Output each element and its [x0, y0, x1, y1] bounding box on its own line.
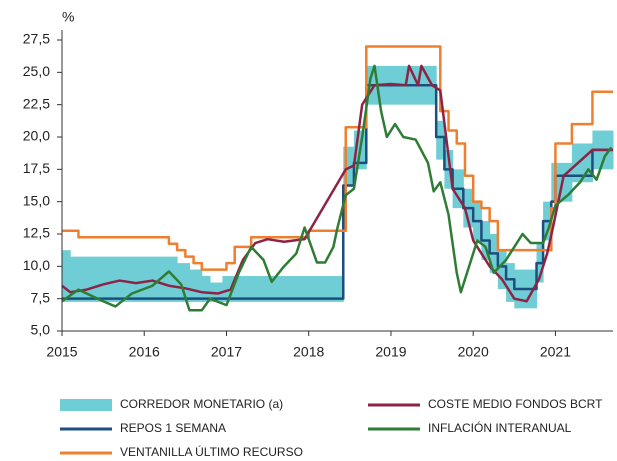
y-unit-label: % [62, 9, 74, 25]
y-tick-label: 10,0 [23, 257, 50, 273]
y-tick-label: 5,0 [31, 322, 51, 338]
x-tick-label: 2020 [458, 344, 489, 360]
legend-label: INFLACIÓN INTERANUAL [428, 420, 572, 435]
x-tick-label: 2018 [293, 344, 324, 360]
corridor-band [189, 269, 203, 302]
y-tick-label: 25,0 [23, 63, 50, 79]
x-tick-label: 2015 [46, 344, 77, 360]
y-tick-label: 27,5 [23, 31, 50, 47]
corridor-band [343, 146, 355, 186]
series-line [62, 45, 613, 271]
corridor-band [201, 276, 211, 302]
series-line [61, 64, 613, 312]
legend-label: COSTE MEDIO FONDOS BCRT [428, 397, 603, 411]
y-tick-label: 12,5 [23, 225, 50, 241]
corridor-band [436, 120, 445, 160]
corridor-band [497, 250, 507, 289]
legend-label: REPOS 1 SEMANA [120, 421, 226, 435]
corridor-band [506, 263, 515, 302]
legend-swatch [60, 399, 112, 411]
x-tick-label: 2021 [540, 344, 571, 360]
x-tick-label: 2017 [211, 344, 242, 360]
y-tick-label: 15,0 [23, 192, 50, 208]
y-tick-label: 20,0 [23, 128, 50, 144]
corridor-band [62, 250, 71, 302]
corridor-band [177, 263, 190, 302]
y-tick-label: 17,5 [23, 160, 50, 176]
series-line [61, 64, 613, 303]
x-tick-label: 2016 [129, 344, 160, 360]
y-tick-label: 22,5 [23, 95, 50, 111]
x-tick-label: 2019 [375, 344, 406, 360]
legend-label: VENTANILLA ÚLTIMO RECURSO [120, 444, 303, 459]
legend-label: CORREDOR MONETARIO (a) [120, 397, 283, 411]
y-tick-label: 7,5 [31, 289, 51, 305]
